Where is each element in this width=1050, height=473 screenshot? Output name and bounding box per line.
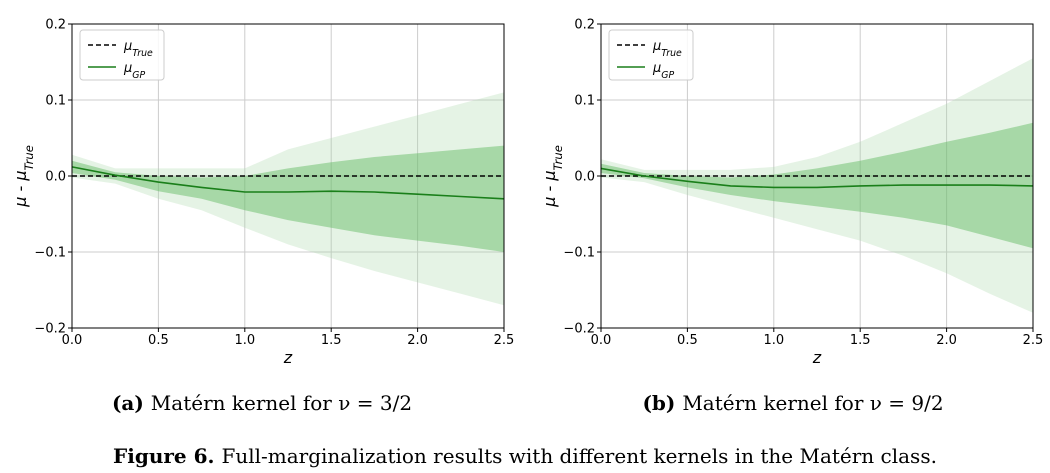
- x-tick-label: 0.5: [677, 333, 698, 348]
- figure-caption: Figure 6. Full-marginalization results w…: [113, 444, 937, 468]
- x-tick-label: 2.5: [1023, 333, 1044, 348]
- y-tick-label: −0.1: [34, 246, 66, 261]
- x-axis-label: z: [283, 348, 293, 367]
- chart-panel-a: 0.0 0.5 1.0 1.5 2.0 2.5 −0.2 −0.1 0.0 0.1 0.2 z μ - …: [11, 18, 514, 416]
- y-tick-label: 0.2: [45, 18, 66, 33]
- series-line-mu-gp: [600, 167, 1034, 189]
- series-line-mu-gp: [71, 166, 505, 200]
- x-tick-label: 1.5: [850, 333, 871, 348]
- y-tick-label: 0.2: [574, 18, 595, 33]
- panel-caption: (b) Matérn kernel for ν = 9/2: [642, 391, 943, 415]
- y-tick-label: −0.1: [563, 246, 595, 261]
- y-tick-label: 0.1: [45, 94, 66, 109]
- x-tick-label: 0.0: [62, 333, 83, 348]
- legend-entry-mu-gp: μGP: [652, 61, 675, 81]
- y-tick-label: 0.0: [574, 170, 595, 185]
- x-tick-label: 2.0: [407, 333, 428, 348]
- legend-entry-mu-true: μTrue: [123, 39, 153, 59]
- x-tick-label: 1.5: [321, 333, 342, 348]
- x-tick-label: 0.0: [591, 333, 612, 348]
- y-tick-label: −0.2: [34, 322, 66, 337]
- x-tick-label: 2.0: [936, 333, 957, 348]
- y-tick-label: −0.2: [563, 322, 595, 337]
- y-axis-label: μ - μTrue: [540, 145, 565, 208]
- y-axis-label: μ - μTrue: [11, 145, 36, 208]
- legend-entry-mu-true: μTrue: [652, 39, 682, 59]
- band-1sigma: [601, 122, 1033, 249]
- legend-entry-mu-gp: μGP: [123, 61, 146, 81]
- x-tick-label: 2.5: [494, 333, 515, 348]
- band-1sigma: [72, 145, 504, 252]
- band-2sigma: [601, 58, 1033, 313]
- chart-panel-b: 0.0 0.5 1.0 1.5 2.0 2.5 −0.2 −0.1 0.0 0.1 0.2 z μ - …: [540, 18, 1043, 416]
- x-tick-label: 1.0: [763, 333, 784, 348]
- x-tick-label: 1.0: [234, 333, 255, 348]
- y-tick-label: 0.1: [574, 94, 595, 109]
- panel-caption: (a) Matérn kernel for ν = 3/2: [112, 391, 412, 415]
- x-tick-label: 0.5: [148, 333, 169, 348]
- y-tick-label: 0.0: [45, 170, 66, 185]
- x-axis-label: z: [812, 348, 822, 367]
- band-2sigma: [72, 92, 504, 306]
